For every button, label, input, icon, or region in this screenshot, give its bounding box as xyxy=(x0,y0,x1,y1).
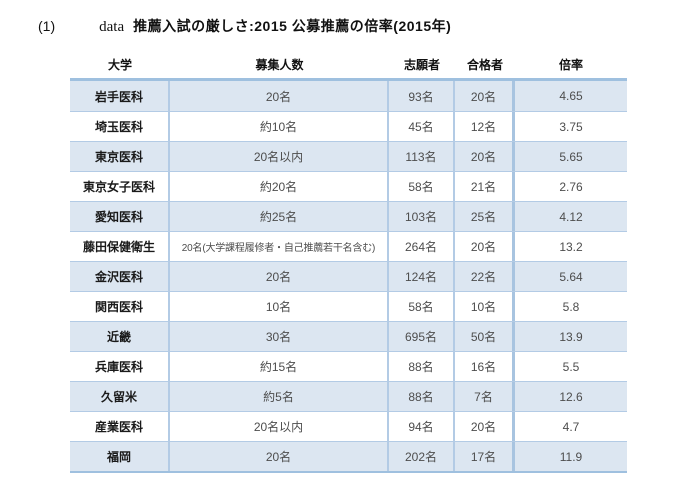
cell-admitted: 10名 xyxy=(455,292,515,321)
cell-ratio: 4.12 xyxy=(559,209,583,224)
table-row: 藤田保健衛生 20名(大学課程履修者・自己推薦若干名含む) 264名 20名 13.2 xyxy=(70,231,627,261)
cell-admitted: 12名 xyxy=(455,112,515,141)
cell-capacity: 20名 xyxy=(170,262,389,291)
cell-capacity: 約20名 xyxy=(170,172,389,201)
cell-admitted: 16名 xyxy=(455,352,515,381)
cell-ratio: 3.75 xyxy=(559,119,583,134)
cell-admitted: 7名 xyxy=(455,382,515,411)
cell-applicants: 94名 xyxy=(389,412,455,441)
cell-ratio: 13.9 xyxy=(559,329,583,344)
cell-admitted: 20名 xyxy=(455,142,515,171)
cell-university: 関西医科 xyxy=(70,292,170,321)
cell-ratio: 5.5 xyxy=(562,359,580,374)
table-row: 久留米 約5名 88名 7名 12.6 xyxy=(70,381,627,411)
cell-applicants: 58名 xyxy=(389,172,455,201)
title-text: 推薦入試の厳しさ:2015 公募推薦の倍率(2015年) xyxy=(133,18,452,34)
column-header-university: 大学 xyxy=(107,57,132,72)
cell-ratio: 12.6 xyxy=(559,389,583,404)
cell-university: 岩手医科 xyxy=(70,81,170,111)
cell-admitted: 50名 xyxy=(455,322,515,351)
cell-university: 東京医科 xyxy=(70,142,170,171)
cell-capacity: 30名 xyxy=(170,322,389,351)
cell-university: 久留米 xyxy=(70,382,170,411)
table-row: 岩手医科 20名 93名 20名 4.65 xyxy=(70,81,627,111)
cell-admitted: 20名 xyxy=(455,81,515,111)
cell-admitted: 22名 xyxy=(455,262,515,291)
cell-university: 産業医科 xyxy=(70,412,170,441)
cell-ratio: 4.7 xyxy=(562,419,580,434)
cell-capacity: 20名 xyxy=(170,442,389,471)
cell-ratio: 5.8 xyxy=(562,299,580,314)
cell-capacity: 約5名 xyxy=(170,382,389,411)
table-row: 金沢医科 20名 124名 22名 5.64 xyxy=(70,261,627,291)
table-header-row: 大学 募集人数 志願者 合格者 倍率 xyxy=(70,50,627,78)
table-row: 産業医科 20名以内 94名 20名 4.7 xyxy=(70,411,627,441)
table-body: 岩手医科 20名 93名 20名 4.65 埼玉医科 約10名 45名 12名 3.75 東京医科 2… xyxy=(70,78,627,473)
table-row: 近畿 30名 695名 50名 13.9 xyxy=(70,321,627,351)
cell-applicants: 113名 xyxy=(389,142,455,171)
cell-capacity: 20名以内 xyxy=(170,412,389,441)
column-header-capacity: 募集人数 xyxy=(255,57,304,72)
table-row: 埼玉医科 約10名 45名 12名 3.75 xyxy=(70,111,627,141)
cell-applicants: 93名 xyxy=(389,81,455,111)
cell-university: 福岡 xyxy=(70,442,170,471)
cell-applicants: 264名 xyxy=(389,232,455,261)
table-row: 愛知医科 約25名 103名 25名 4.12 xyxy=(70,201,627,231)
cell-applicants: 88名 xyxy=(389,382,455,411)
cell-ratio: 11.9 xyxy=(559,449,583,464)
cell-university: 近畿 xyxy=(70,322,170,351)
cell-applicants: 695名 xyxy=(389,322,455,351)
cell-capacity: 20名(大学課程履修者・自己推薦若干名含む) xyxy=(170,232,389,261)
column-header-ratio: 倍率 xyxy=(558,57,583,72)
column-header-applicants: 志願者 xyxy=(403,57,440,72)
cell-capacity: 約15名 xyxy=(170,352,389,381)
cell-university: 愛知医科 xyxy=(70,202,170,231)
admissions-table: 大学 募集人数 志願者 合格者 倍率 岩手医科 20名 93名 20名 4.65 埼玉医科… xyxy=(70,50,627,473)
cell-applicants: 88名 xyxy=(389,352,455,381)
cell-ratio: 5.65 xyxy=(559,149,583,164)
cell-applicants: 58名 xyxy=(389,292,455,321)
cell-university: 東京女子医科 xyxy=(70,172,170,201)
cell-ratio: 5.64 xyxy=(559,269,583,284)
title-index: (1) xyxy=(38,18,56,34)
table-row: 東京医科 20名以内 113名 20名 5.65 xyxy=(70,141,627,171)
cell-ratio: 13.2 xyxy=(559,239,583,254)
table-row: 福岡 20名 202名 17名 11.9 xyxy=(70,441,627,471)
cell-capacity: 約10名 xyxy=(170,112,389,141)
cell-applicants: 202名 xyxy=(389,442,455,471)
cell-capacity: 10名 xyxy=(170,292,389,321)
cell-admitted: 20名 xyxy=(455,232,515,261)
column-header-admitted: 合格者 xyxy=(466,57,503,72)
cell-capacity: 20名 xyxy=(170,81,389,111)
cell-applicants: 103名 xyxy=(389,202,455,231)
cell-university: 藤田保健衛生 xyxy=(70,232,170,261)
cell-ratio: 4.65 xyxy=(559,89,583,103)
table-row: 関西医科 10名 58名 10名 5.8 xyxy=(70,291,627,321)
cell-university: 埼玉医科 xyxy=(70,112,170,141)
table-row: 兵庫医科 約15名 88名 16名 5.5 xyxy=(70,351,627,381)
cell-capacity: 20名以内 xyxy=(170,142,389,171)
page-title: (1) data 推薦入試の厳しさ:2015 公募推薦の倍率(2015年) xyxy=(38,16,451,36)
cell-capacity: 約25名 xyxy=(170,202,389,231)
cell-admitted: 17名 xyxy=(455,442,515,471)
cell-admitted: 21名 xyxy=(455,172,515,201)
cell-admitted: 25名 xyxy=(455,202,515,231)
cell-ratio: 2.76 xyxy=(559,179,583,194)
cell-university: 金沢医科 xyxy=(70,262,170,291)
table-row: 東京女子医科 約20名 58名 21名 2.76 xyxy=(70,171,627,201)
cell-applicants: 45名 xyxy=(389,112,455,141)
cell-applicants: 124名 xyxy=(389,262,455,291)
title-data-label: data xyxy=(99,19,125,35)
cell-admitted: 20名 xyxy=(455,412,515,441)
cell-university: 兵庫医科 xyxy=(70,352,170,381)
